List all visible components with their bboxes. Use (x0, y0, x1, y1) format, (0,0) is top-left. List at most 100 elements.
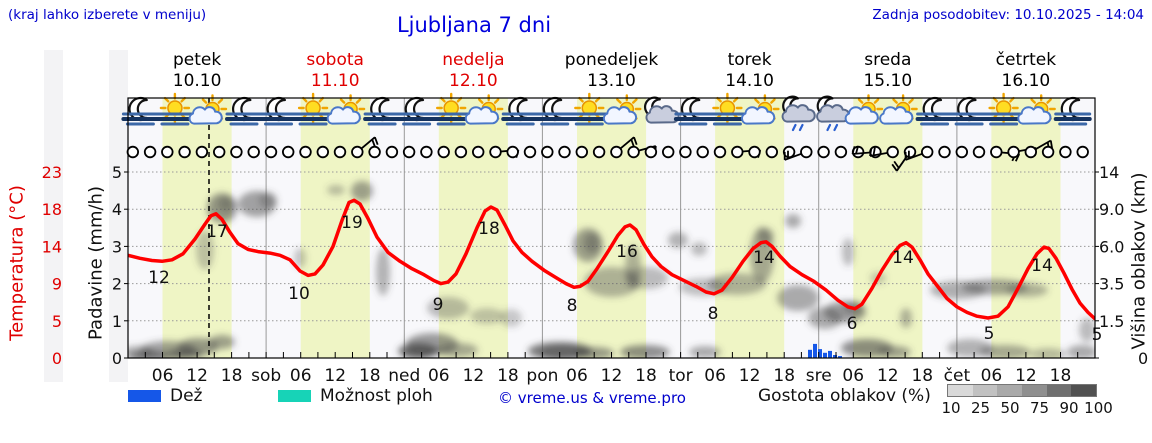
cloud-scale-label: 50 (1000, 399, 1020, 417)
wind-symbol (592, 145, 606, 159)
wind-symbol (541, 145, 554, 159)
cloud-axis-tick: 14 (1099, 163, 1119, 182)
day-name: nedelja (442, 50, 505, 70)
precip-axis-tick: 3 (112, 237, 122, 256)
wind-symbol (420, 145, 433, 159)
day-header-nedelja: nedelja 12.10 (442, 50, 504, 92)
cloud-scale-label: 75 (1029, 399, 1050, 417)
weather-icon-moon-fog (535, 96, 574, 126)
location-menu-hint: (kraj lahko izberete v meniju) (8, 7, 207, 23)
x-axis-tick: ned (388, 366, 420, 386)
last-update-timestamp: Zadnja posodobitev: 10.10.2025 - 14:04 (872, 7, 1144, 23)
temperature-value-label: 14 (753, 248, 775, 268)
copyright-link[interactable]: © vreme.us & vreme.pro (498, 389, 686, 407)
x-axis-tick: 12 (601, 366, 623, 386)
cloud-axis-tick: 1.5 (1099, 312, 1124, 331)
temperature-value-label: 14 (1031, 256, 1053, 276)
weather-icon-sun-fog (570, 92, 609, 126)
cloud-density-legend-label: Gostota oblakov (%) (758, 386, 931, 406)
cloud-axis-tick: 3.5 (1099, 275, 1124, 294)
day-header-sreda: sreda 15.10 (863, 50, 912, 92)
weather-icon-sun-cloud (879, 94, 918, 125)
temperature-value-label: 5 (1092, 325, 1103, 345)
weather-icon-sun-cloud (602, 94, 642, 125)
weather-icon-moon-fog (950, 96, 989, 126)
wind-symbol (247, 145, 260, 159)
temperature-value-label: 8 (708, 304, 719, 324)
day-name: torek (727, 50, 772, 70)
temperature-value-label: 16 (616, 242, 638, 262)
wind-symbol (402, 145, 416, 159)
daylight-band (715, 98, 785, 358)
daylight-band (300, 98, 370, 358)
background-strip-left (44, 50, 63, 382)
cloud-scale-label: 10 (941, 399, 961, 417)
wind-symbol (195, 145, 209, 159)
temperature-curve (128, 198, 1095, 321)
cloud-scale-cell (1022, 385, 1047, 396)
showers-legend-label: Možnost ploh (320, 386, 433, 406)
wind-symbol (955, 145, 969, 159)
day-date: 10.10 (172, 71, 222, 91)
wind-symbol (575, 145, 589, 159)
cloud-scale-cell (948, 385, 973, 396)
background-strip-right (109, 50, 128, 382)
cloud-axis-tick: 0 (1138, 349, 1148, 368)
daylight-band (991, 98, 1061, 358)
wind-symbol (817, 145, 830, 159)
wind-symbol (437, 145, 450, 159)
weather-icon-moon-cloud-rain (781, 95, 816, 132)
weather-icon-moon-fog (224, 96, 263, 126)
day-name: ponedeljek (564, 50, 659, 70)
x-axis-tick: 18 (359, 366, 381, 386)
wind-symbol (333, 145, 347, 159)
wind-symbol (748, 145, 761, 159)
day-name: sobota (306, 50, 364, 70)
weather-icon-sun-cloud (464, 94, 504, 125)
page-title: Ljubljana 7 dni (396, 13, 552, 37)
x-axis-tick: pon (526, 366, 558, 386)
precip-axis-tick: 5 (112, 163, 122, 182)
x-axis-tick: 06 (566, 366, 588, 386)
wind-symbol (783, 145, 813, 161)
rain-bars (808, 343, 842, 358)
day-header-četrtek: četrtek 16.10 (996, 50, 1056, 92)
temperature-value-label: 12 (148, 268, 170, 288)
temp-axis-tick: 23 (42, 163, 62, 182)
wind-symbol (299, 145, 312, 159)
temperature-value-label: 9 (433, 295, 444, 315)
weather-icon-sun-cloud (1017, 94, 1056, 125)
cloud-scale-cell (997, 385, 1023, 396)
wind-symbol (834, 145, 848, 159)
temperature-value-label: 14 (892, 248, 914, 268)
x-axis-tick: 18 (497, 366, 519, 386)
day-header-petek: petek 10.10 (173, 50, 222, 92)
temp-axis-tick: 5 (52, 312, 62, 331)
temp-axis-tick: 9 (52, 275, 62, 294)
precip-axis-tick: 1 (112, 312, 122, 331)
temp-axis-tick: 0 (52, 349, 62, 368)
wind-symbol (679, 145, 692, 159)
daylight-band (162, 98, 232, 358)
cloud-scale-cell (1071, 385, 1097, 396)
temperature-value-label: 17 (206, 222, 228, 242)
temperature-value-label: 10 (288, 284, 310, 304)
precip-axis-tick: 0 (112, 349, 122, 368)
cloud-scale-label: 90 (1059, 399, 1079, 417)
rain-legend-label: Dež (170, 386, 203, 406)
wind-symbol (506, 145, 519, 159)
x-axis-tick: 12 (186, 366, 208, 386)
precip-axis-tick: 2 (112, 275, 122, 294)
wind-symbol (368, 145, 381, 159)
wind-symbol (1041, 145, 1055, 159)
wind-symbol (282, 145, 295, 159)
wind-symbol (523, 145, 537, 159)
weather-icon-sun-cloud (188, 94, 228, 125)
x-axis-tick: 12 (739, 366, 761, 386)
wind-symbol (558, 145, 571, 159)
wind-symbol (1076, 145, 1089, 159)
weather-icon-sun-fog (155, 92, 194, 126)
day-date: 12.10 (449, 71, 498, 91)
